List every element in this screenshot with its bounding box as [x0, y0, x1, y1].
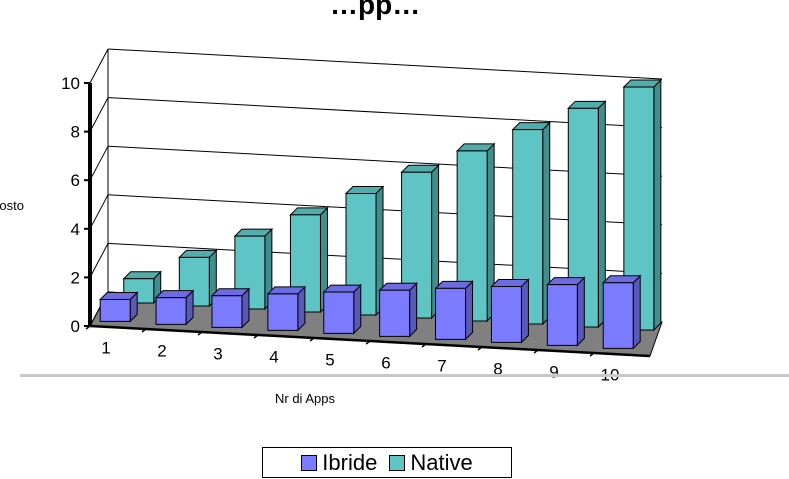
x-tick-label: 5 — [325, 351, 334, 370]
gridline-back — [107, 48, 663, 80]
bar-ibride — [490, 278, 530, 344]
y-axis-title: Costo — [0, 198, 24, 213]
legend-item-ibride: Ibride — [301, 450, 377, 476]
x-tick-label: 1 — [101, 339, 110, 358]
gridline-side — [89, 48, 109, 84]
bar-ibride — [98, 291, 139, 323]
gridline-side — [89, 194, 109, 230]
x-tick — [365, 340, 371, 345]
legend-label-ibride: Ibride — [322, 449, 378, 475]
x-tick — [421, 343, 427, 348]
x-tick-label: 9 — [549, 363, 558, 382]
x-tick — [85, 325, 91, 330]
y-tick-labels: 0 2 4 6 8 10 — [61, 74, 80, 336]
x-tick — [197, 331, 203, 336]
x-tick — [533, 349, 539, 354]
y-tick-label: 10 — [61, 74, 80, 93]
y-tick-label: 6 — [71, 171, 80, 190]
y-tick-label: 2 — [71, 268, 80, 287]
gridline-side — [89, 97, 109, 132]
x-tick — [309, 337, 315, 342]
x-axis-title: Nr di Apps — [275, 391, 335, 406]
plot-area-separator — [20, 374, 789, 377]
gridline-side — [89, 145, 109, 181]
x-tick-label: 8 — [493, 360, 502, 379]
x-tick — [141, 328, 147, 333]
x-tick-label: 7 — [437, 357, 446, 376]
legend-swatch-native — [389, 454, 406, 471]
y-tick-label: 4 — [71, 220, 80, 239]
legend: Ibride Native — [262, 447, 512, 478]
x-tick-label: 2 — [157, 342, 166, 361]
bar-ibride — [378, 282, 418, 338]
x-tick — [253, 334, 259, 339]
gridline-side — [89, 243, 109, 278]
bar-native — [233, 227, 274, 311]
bars — [98, 78, 663, 350]
y-tick-label: 0 — [71, 317, 80, 336]
bar-ibride — [434, 280, 474, 341]
bar-ibride — [266, 285, 307, 332]
legend-item-native: Native — [389, 449, 473, 476]
legend-label-native: Native — [410, 449, 473, 475]
bar-ibride — [322, 283, 362, 335]
x-tick-label: 6 — [381, 354, 390, 373]
bar-ibride — [602, 274, 642, 350]
bar-ibride — [546, 276, 586, 347]
y-tick-label: 8 — [71, 123, 80, 142]
legend-swatch-ibride — [301, 454, 318, 471]
chart-title: …pp… — [330, 0, 420, 20]
x-tick-label: 3 — [213, 345, 222, 364]
x-tick — [589, 352, 595, 357]
x-tick — [477, 346, 483, 351]
x-tick-label: 4 — [269, 348, 278, 367]
bar-ibride — [210, 287, 251, 329]
bar-ibride — [154, 289, 195, 326]
